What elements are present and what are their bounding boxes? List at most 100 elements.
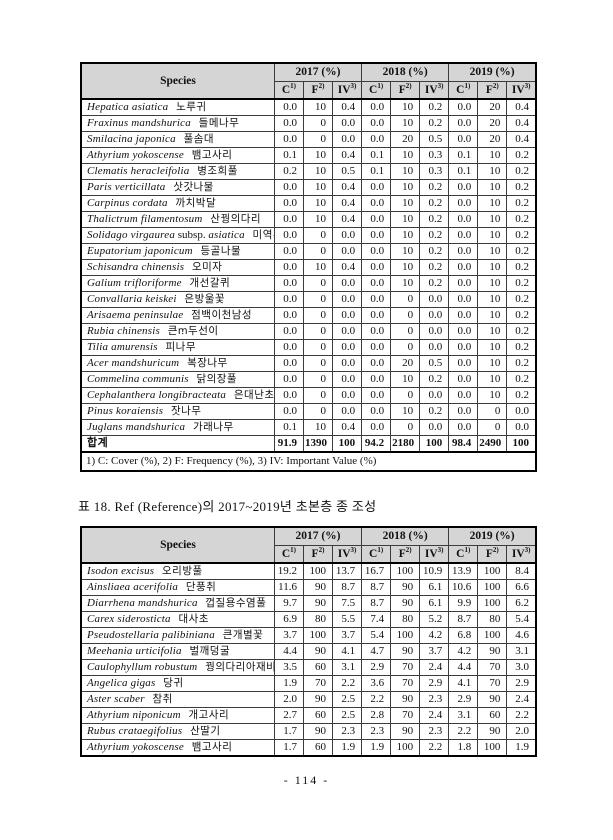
value-cell: 10 xyxy=(302,195,334,212)
species-cell: Caulophyllum robustum 꿩의다리아재비 xyxy=(80,659,275,676)
value-cell: 0.0 xyxy=(273,355,304,372)
metric-column-header: C1) xyxy=(448,80,479,100)
value-cell: 0.1 xyxy=(361,147,392,164)
value-cell: 0 xyxy=(390,419,421,436)
species-cell: Paris verticillata 삿갓나물 xyxy=(80,179,275,196)
value-cell: 80 xyxy=(390,611,421,628)
value-cell: 100 xyxy=(477,562,508,580)
table-caption-text: 표 18. Ref (Reference)의 2017~2019년 초본층 종 … xyxy=(78,499,377,514)
value-cell: 0.4 xyxy=(506,131,537,148)
value-cell: 70 xyxy=(390,707,421,724)
value-cell: 0 xyxy=(390,307,421,324)
species-column-header: Species xyxy=(80,526,275,564)
value-cell: 0 xyxy=(302,131,334,148)
year-group-header: 2017 (%) xyxy=(273,62,363,82)
value-cell: 0.0 xyxy=(361,307,392,324)
species-cell: Arisaema peninsulae 점백이천남성 xyxy=(80,307,275,324)
value-cell: 10 xyxy=(390,275,421,292)
value-cell: 0.0 xyxy=(448,291,479,308)
value-cell: 0.2 xyxy=(419,403,450,420)
value-cell: 3.7 xyxy=(331,627,363,644)
value-cell: 0.2 xyxy=(506,275,537,292)
value-cell: 10.6 xyxy=(448,579,479,596)
value-cell: 0.0 xyxy=(331,307,363,324)
value-cell: 0.0 xyxy=(419,387,450,404)
value-cell: 19.2 xyxy=(273,562,304,580)
value-cell: 0.4 xyxy=(331,211,363,228)
value-cell: 0 xyxy=(302,387,334,404)
value-cell: 10 xyxy=(302,419,334,436)
value-cell: 10 xyxy=(390,227,421,244)
value-cell: 0.1 xyxy=(273,147,304,164)
metric-column-header: F2) xyxy=(302,80,334,100)
page-number: - 114 - xyxy=(283,773,330,787)
value-cell: 0.2 xyxy=(506,307,537,324)
value-cell: 5.2 xyxy=(419,611,450,628)
value-cell: 0.0 xyxy=(273,179,304,196)
value-cell: 2.2 xyxy=(331,675,363,692)
value-cell: 0.0 xyxy=(273,403,304,420)
value-cell: 0.0 xyxy=(448,227,479,244)
value-cell: 8.7 xyxy=(361,595,392,612)
value-cell: 10 xyxy=(477,179,508,196)
value-cell: 0.0 xyxy=(361,115,392,132)
value-cell: 2.2 xyxy=(419,739,450,757)
value-cell: 10 xyxy=(302,211,334,228)
table-row: Convallaria keiskei 은방울꽃 0.0 0 0.0 0.0 0 0.0 0.… xyxy=(80,291,537,308)
value-cell: 0.0 xyxy=(361,211,392,228)
species-cell: Athyrium niponicum 개고사리 xyxy=(80,707,275,724)
table-row: Paris verticillata 삿갓나물 0.0 10 0.4 0.0 10 0.2 0… xyxy=(80,179,537,196)
value-cell: 5.5 xyxy=(331,611,363,628)
value-cell: 2.3 xyxy=(419,723,450,740)
value-cell: 0.4 xyxy=(331,419,363,436)
value-cell: 3.7 xyxy=(419,643,450,660)
value-cell: 0.1 xyxy=(273,419,304,436)
value-cell: 0.0 xyxy=(448,307,479,324)
value-cell: 10 xyxy=(477,307,508,324)
footnote-row: 1) C: Cover (%), 2) F: Frequency (%), 3)… xyxy=(80,451,537,472)
value-cell: 0.0 xyxy=(448,115,479,132)
value-cell: 0.5 xyxy=(419,355,450,372)
value-cell: 2.3 xyxy=(331,723,363,740)
value-cell: 60 xyxy=(477,707,508,724)
value-cell: 70 xyxy=(477,675,508,692)
value-cell: 1.9 xyxy=(361,739,392,757)
value-cell: 10 xyxy=(390,403,421,420)
value-cell: 2.3 xyxy=(419,691,450,708)
species-cell: Athyrium yokoscense 뱀고사리 xyxy=(80,147,275,164)
value-cell: 10 xyxy=(390,147,421,164)
species-cell: Acer mandshuricum 복장나무 xyxy=(80,355,275,372)
value-cell: 0.0 xyxy=(361,227,392,244)
value-cell: 0.2 xyxy=(419,211,450,228)
total-label-cell: 합계 xyxy=(80,435,275,453)
value-cell: 7.5 xyxy=(331,595,363,612)
value-cell: 0.0 xyxy=(419,307,450,324)
year-group-header: 2017 (%) xyxy=(273,526,363,546)
value-cell: 10 xyxy=(390,211,421,228)
value-cell: 3.5 xyxy=(273,659,304,676)
value-cell: 6.1 xyxy=(419,579,450,596)
value-cell: 0 xyxy=(477,419,508,436)
value-cell: 0 xyxy=(390,323,421,340)
value-cell: 10 xyxy=(390,243,421,260)
species-column-header: Species xyxy=(80,62,275,100)
value-cell: 10 xyxy=(302,147,334,164)
value-cell: 90 xyxy=(302,691,334,708)
value-cell: 8.4 xyxy=(506,562,537,580)
table-row: Pinus koraiensis 잣나무 0.0 0 0.0 0.0 10 0.2 0.0 0 0… xyxy=(80,403,537,420)
value-cell: 2.2 xyxy=(361,691,392,708)
metric-column-header: F2) xyxy=(477,544,508,564)
species-cell: Smilacina japonica 풀솜대 xyxy=(80,131,275,148)
value-cell: 100 xyxy=(477,579,508,596)
value-cell: 10 xyxy=(477,387,508,404)
value-cell: 10 xyxy=(302,179,334,196)
species-cell: Schisandra chinensis 오미자 xyxy=(80,259,275,276)
value-cell: 0.4 xyxy=(506,115,537,132)
species-cell: Carex siderosticta 대사초 xyxy=(80,611,275,628)
value-cell: 0 xyxy=(302,243,334,260)
metric-column-header: F2) xyxy=(302,544,334,564)
value-cell: 0.0 xyxy=(448,131,479,148)
value-cell: 0.0 xyxy=(361,259,392,276)
year-group-header: 2018 (%) xyxy=(361,62,450,82)
value-cell: 0.0 xyxy=(273,98,304,116)
